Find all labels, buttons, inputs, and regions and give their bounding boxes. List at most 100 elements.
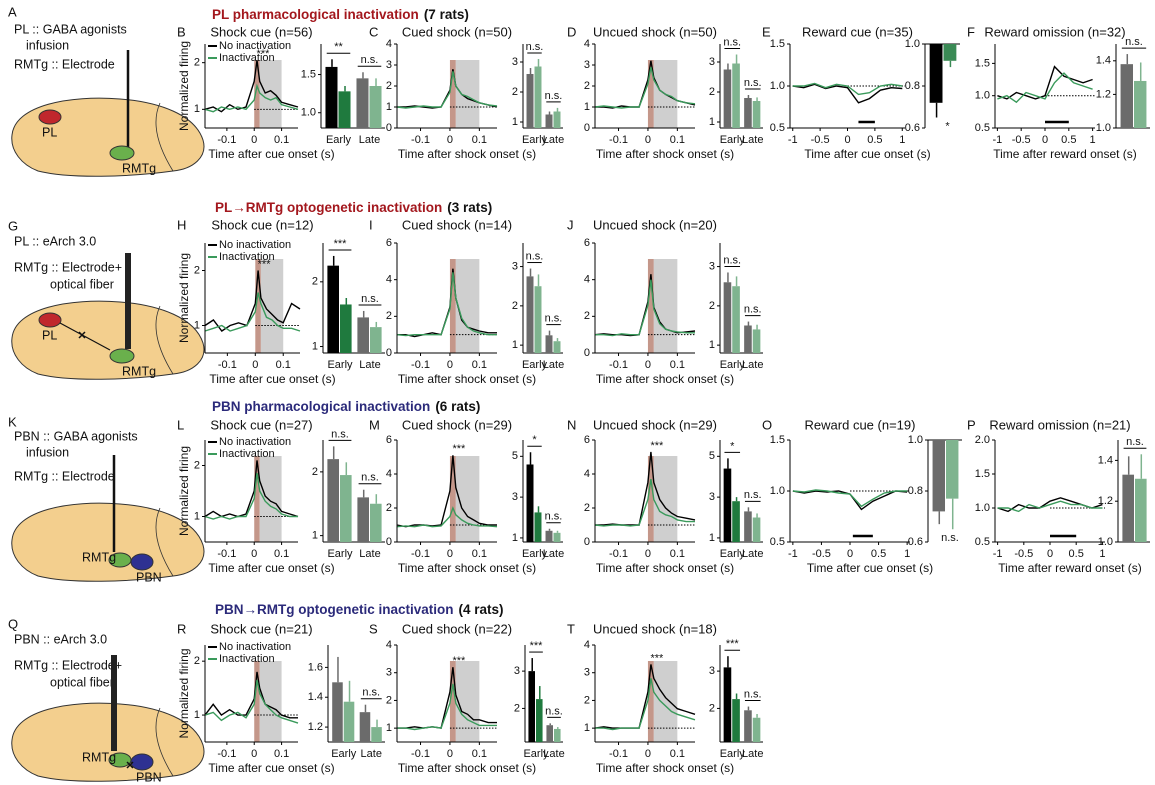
panel-title: Uncued shock (n=18) <box>593 621 717 636</box>
legend-label: No inactivation <box>219 641 291 653</box>
panel-letter: P <box>967 417 976 432</box>
y-tick-label: 1 <box>312 530 318 542</box>
x-tick-label: -1 <box>788 548 798 560</box>
brain <box>12 98 204 176</box>
bar <box>371 727 382 742</box>
y-tick-label: 4 <box>386 639 392 651</box>
panel-title: Uncued shock (n=50) <box>593 24 717 39</box>
x-tick-label: 0 <box>447 748 453 760</box>
x-tick-label: 0 <box>645 748 651 760</box>
bar <box>1134 81 1146 128</box>
x-tick-label: -0.1 <box>411 748 430 760</box>
x-tick-label: 0 <box>251 548 257 560</box>
y-tick-label: 2 <box>584 694 590 706</box>
y-tick-label: 1.2 <box>308 721 323 733</box>
x-tick-label: -0.1 <box>218 359 237 371</box>
y-tick-label: 0.6 <box>908 536 923 548</box>
y-tick-label: 2 <box>584 310 590 322</box>
bar <box>724 667 732 742</box>
bar <box>528 671 535 742</box>
region-label: RMTg <box>122 161 156 175</box>
y-tick-label: 3 <box>584 667 590 679</box>
significance: n.s. <box>545 705 563 717</box>
y-tick-label: 1.5 <box>301 68 316 80</box>
x-axis-label: Time after shock onset (s) <box>398 761 536 775</box>
category-label: Early <box>327 359 353 371</box>
x-tick-label: -1 <box>788 134 798 146</box>
x-tick-label: 0 <box>1047 548 1053 560</box>
category-label: Early <box>327 548 353 560</box>
x-tick-label: 0.1 <box>274 548 289 560</box>
y-tick-label: 1.0 <box>975 502 990 514</box>
schematic-label: RMTg :: Electrode+ <box>14 260 122 274</box>
trace <box>397 71 497 108</box>
significance: n.s. <box>526 250 544 262</box>
bar <box>340 304 352 353</box>
bar <box>356 78 368 128</box>
stim-span <box>456 661 480 742</box>
y-tick-label: 4 <box>584 468 590 480</box>
x-tick-label: 0 <box>1042 134 1048 146</box>
y-tick-label: 1.0 <box>905 38 920 50</box>
x-axis-label: Time after reward onset (s) <box>993 147 1137 161</box>
panel-title: Reward omission (n=32) <box>984 24 1125 39</box>
schematic-label: RMTg :: Electrode <box>14 469 115 483</box>
y-tick-label: 2 <box>194 459 200 471</box>
category-label: Late <box>543 359 564 371</box>
bar <box>554 341 561 353</box>
inhibition-mark: ✕ <box>125 760 134 772</box>
trace <box>397 667 497 728</box>
trace <box>595 280 695 336</box>
peak-label: *** <box>650 440 664 452</box>
y-tick-label: 2 <box>584 502 590 514</box>
x-tick-label: 0 <box>251 748 257 760</box>
y-tick-label: 2 <box>386 694 392 706</box>
panel-letter: L <box>177 417 184 432</box>
bar <box>370 504 382 542</box>
bar <box>535 67 542 129</box>
inhibition-mark: ✕ <box>77 330 86 342</box>
bar <box>724 70 732 129</box>
trace <box>397 455 497 526</box>
panel-title: Reward omission (n=21) <box>989 417 1130 432</box>
y-tick-label: 3 <box>709 491 715 503</box>
x-axis-label: Time after cue onset (s) <box>807 561 933 575</box>
bar <box>732 501 740 542</box>
x-tick-label: 0 <box>447 134 453 146</box>
schematic-label: RMTg :: Electrode <box>14 57 115 71</box>
y-tick-label: 2.0 <box>975 434 990 446</box>
x-tick-label: 0 <box>847 548 853 560</box>
bar <box>554 729 561 742</box>
significance: n.s. <box>744 303 762 315</box>
schematic-label: PL :: GABA agonists <box>14 22 127 36</box>
panel-letter: C <box>369 24 378 39</box>
y-tick-label: 5 <box>512 450 518 462</box>
y-tick-label: 4 <box>584 639 590 651</box>
optical-fiber <box>111 655 117 751</box>
schematic-label: infusion <box>26 38 69 52</box>
bar <box>753 718 761 742</box>
significance: n.s. <box>941 532 959 544</box>
bar <box>944 44 957 61</box>
x-tick-label: -0.5 <box>812 548 831 560</box>
x-tick-label: 1 <box>904 548 910 560</box>
panel-title: Reward cue (n=35) <box>802 24 913 39</box>
bar <box>724 282 732 353</box>
y-tick-label: 1.5 <box>975 468 990 480</box>
bar <box>1122 475 1134 542</box>
x-tick-label: -0.5 <box>1012 134 1031 146</box>
y-tick-label: 1 <box>312 340 318 352</box>
panel-letter: M <box>369 417 380 432</box>
x-tick-label: 0.1 <box>472 548 487 560</box>
bar <box>546 115 553 129</box>
panel-title: Shock cue (n=21) <box>210 621 312 636</box>
bar <box>370 86 382 128</box>
legend-label: Inactivation <box>219 448 275 460</box>
region-label: PL <box>42 328 57 342</box>
y-tick-label: 0.5 <box>975 536 990 548</box>
y-tick-label: 2 <box>194 57 200 69</box>
y-tick-label: 2 <box>194 264 200 276</box>
y-tick-label: 1 <box>584 101 590 113</box>
y-tick-label: 1 <box>194 510 200 522</box>
x-tick-label: 0 <box>645 548 651 560</box>
